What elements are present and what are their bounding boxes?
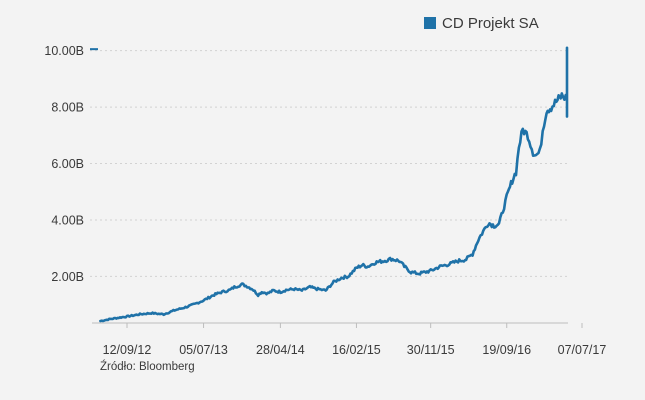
y-tick-label: 4.00B [51,213,84,227]
y-tick-labels: 2.00B 4.00B 6.00B 8.00B 10.00B [44,44,84,284]
y-tick-label: 6.00B [51,157,84,171]
legend-label: CD Projekt SA [442,15,539,32]
y-tick-label: 10.00B [44,44,84,58]
y-tick-label: 8.00B [51,101,84,115]
x-tick-label: 19/09/16 [482,343,531,357]
x-tick-labels: 12/09/12 05/07/13 28/04/14 16/02/15 30/11/15… [103,343,607,357]
source-note: Źródło: Bloomberg [100,360,195,373]
x-tick-label: 28/04/14 [256,343,305,357]
grid-lines [90,48,568,277]
legend: CD Projekt SA [424,15,539,32]
x-axis [92,322,583,328]
x-tick-label: 12/09/12 [103,343,152,357]
legend-swatch [424,17,436,29]
x-tick-label: 30/11/15 [407,343,455,357]
x-tick-label: 05/07/13 [179,343,228,357]
y-tick-label: 2.00B [51,270,84,284]
x-tick-label: 07/07/17 [558,343,607,357]
series-lines [99,46,569,323]
x-tick-label: 16/02/15 [332,343,381,357]
series-line [99,46,569,323]
